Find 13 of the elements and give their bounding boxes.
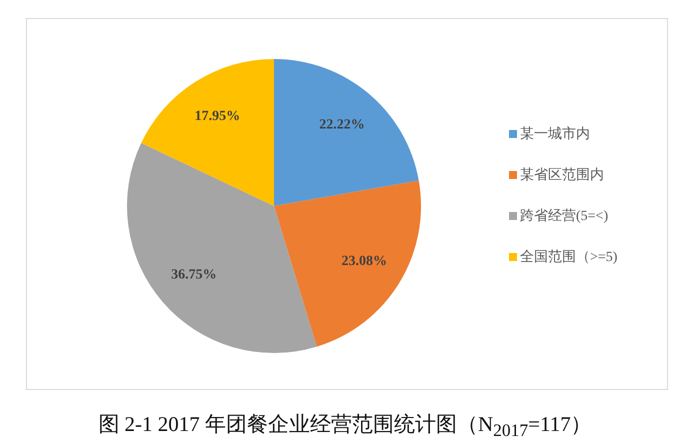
legend-label: 全国范围（>=5) [520,248,618,266]
pie-slice [274,59,419,206]
legend-label: 跨省经营(5=<) [520,208,608,224]
legend-label: 某一城市内 [520,125,590,142]
legend-label: 某省区范围内 [520,166,604,184]
text: 图 2-1 2017 年团餐企业经营范围统计图（N$_{2017}$=117） [97,411,593,442]
pie-slice [127,142,317,353]
data-label: 36.75% [171,268,217,283]
pie-slice [274,180,421,347]
data-label: 17.95% [194,109,240,124]
data-label: 22.22% [319,117,365,132]
data-label: 23.08% [341,254,387,269]
pie-slice [141,59,274,206]
